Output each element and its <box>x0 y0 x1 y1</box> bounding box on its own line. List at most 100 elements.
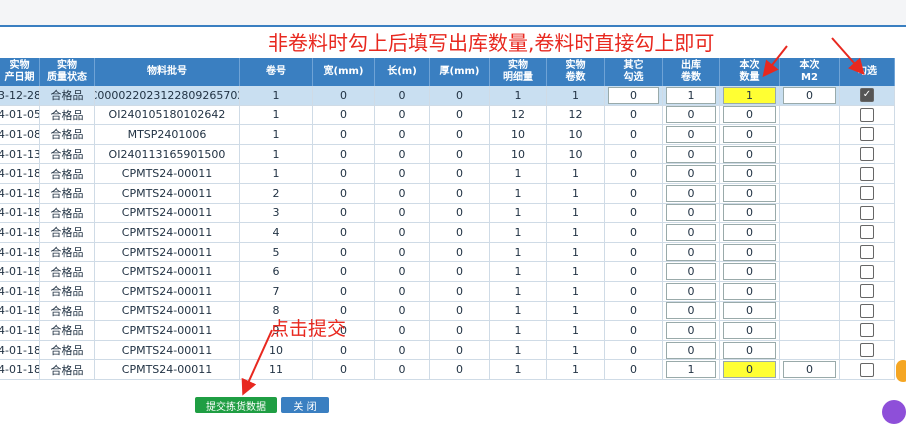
checkbox[interactable] <box>860 362 874 377</box>
table-cell <box>780 301 840 322</box>
input-field[interactable]: 0 <box>666 106 716 124</box>
input-field[interactable]: 1 <box>666 86 716 104</box>
input-field[interactable]: 0 <box>723 184 776 202</box>
checkbox[interactable] <box>860 343 874 358</box>
side-icon[interactable] <box>896 360 906 382</box>
input-field[interactable]: 0 <box>783 86 836 104</box>
input-field[interactable]: 0 <box>666 321 716 339</box>
table-cell <box>780 242 840 263</box>
table-cell: 0 <box>375 223 430 243</box>
header-text: 实物 <box>565 60 586 71</box>
input-field[interactable]: 0 <box>666 165 716 183</box>
input-field[interactable]: 1 <box>666 361 716 379</box>
input-field[interactable]: 0 <box>723 125 776 143</box>
table-cell: 0 <box>605 184 663 204</box>
table-cell: 0 <box>605 301 663 322</box>
column-header: 本次 M2 <box>780 58 840 86</box>
input-field[interactable]: 0 <box>723 165 776 183</box>
submit-button[interactable]: 提交拣货数据 <box>195 397 277 413</box>
arrow <box>762 45 788 78</box>
checkbox[interactable] <box>860 264 874 279</box>
table-cell: 合格品 <box>40 105 95 126</box>
table-cell: 0 <box>313 144 375 165</box>
header-text: 实物 <box>508 60 528 71</box>
input-field[interactable]: 1 <box>723 86 776 104</box>
table-cell: 0 <box>430 144 490 165</box>
checkbox[interactable]: ✓ <box>860 88 874 103</box>
table-cell: 4-01-18 <box>0 321 40 341</box>
input-field[interactable]: 0 <box>666 184 716 202</box>
table-cell: 1 <box>547 242 605 263</box>
table-cell: 0 <box>313 262 375 282</box>
input-field[interactable]: 0 <box>723 302 776 320</box>
input-field[interactable]: 0 <box>666 204 716 222</box>
checkbox[interactable] <box>860 186 874 201</box>
table-cell <box>840 144 895 165</box>
checkbox[interactable] <box>860 107 874 122</box>
table-cell: 12 <box>490 105 547 126</box>
column-header: 实物 明细量 <box>490 58 547 86</box>
input-field[interactable]: 0 <box>783 361 836 379</box>
checkbox[interactable] <box>860 205 874 220</box>
table-cell: 0 <box>720 242 780 263</box>
close-button[interactable]: 关 闭 <box>281 397 329 413</box>
table-cell: 0 <box>663 144 720 165</box>
table-cell: CPMTS24-00011 <box>95 223 240 243</box>
table-cell: 10 <box>240 340 313 361</box>
input-field[interactable]: 0 <box>723 223 776 241</box>
input-field[interactable]: 0 <box>723 204 776 222</box>
input-field[interactable]: 0 <box>723 263 776 281</box>
table-cell: 0 <box>663 105 720 126</box>
side-icon[interactable] <box>882 400 906 424</box>
column-header: 宽(mm) <box>313 58 375 86</box>
header-text: 长(m) <box>387 66 417 77</box>
checkbox[interactable] <box>860 323 874 338</box>
checkbox[interactable] <box>860 245 874 260</box>
table-cell: 0 <box>313 86 375 106</box>
table-cell <box>780 223 840 243</box>
table-cell: 0 <box>313 223 375 243</box>
table-cell: 0 <box>720 321 780 341</box>
table-cell: 0 <box>430 203 490 224</box>
checkbox[interactable] <box>860 147 874 162</box>
table-cell: 0 <box>375 144 430 165</box>
input-field[interactable]: 0 <box>666 263 716 281</box>
header-text: 卷号 <box>266 66 286 77</box>
input-field[interactable]: 0 <box>666 243 716 261</box>
input-field[interactable]: 0 <box>666 125 716 143</box>
input-field[interactable]: 0 <box>666 145 716 163</box>
input-field[interactable]: 0 <box>723 321 776 339</box>
input-field[interactable]: 0 <box>723 282 776 300</box>
input-field[interactable]: 0 <box>723 243 776 261</box>
table-cell: 1 <box>490 164 547 184</box>
header-text: 勾选 <box>623 72 644 83</box>
table-cell <box>780 282 840 302</box>
input-field[interactable]: 0 <box>723 106 776 124</box>
input-field[interactable]: 0 <box>608 86 659 104</box>
table-cell: 4-01-18 <box>0 262 40 282</box>
table-cell <box>840 203 895 224</box>
input-field[interactable]: 0 <box>666 282 716 300</box>
table-cell: 1 <box>490 282 547 302</box>
table-cell: 0 <box>663 223 720 243</box>
table-cell: 0 <box>375 301 430 322</box>
table-cell: 0 <box>313 242 375 263</box>
checkbox[interactable] <box>860 166 874 181</box>
input-field[interactable]: 0 <box>723 341 776 359</box>
table-cell: 0 <box>375 262 430 282</box>
table-cell: 0 <box>313 301 375 322</box>
checkbox[interactable] <box>860 127 874 142</box>
checkbox[interactable] <box>860 303 874 318</box>
table-cell: 0 <box>605 86 663 106</box>
input-field[interactable]: 0 <box>666 302 716 320</box>
input-field[interactable]: 0 <box>723 145 776 163</box>
table-cell: 12 <box>547 105 605 126</box>
input-field[interactable]: 0 <box>666 223 716 241</box>
input-field[interactable]: 0 <box>666 341 716 359</box>
table-cell: 0 <box>720 105 780 126</box>
checkbox[interactable] <box>860 284 874 299</box>
input-field[interactable]: 0 <box>723 361 776 379</box>
checkbox[interactable] <box>860 225 874 240</box>
column-header: 长(m) <box>375 58 430 86</box>
table-cell: 9 <box>240 321 313 341</box>
